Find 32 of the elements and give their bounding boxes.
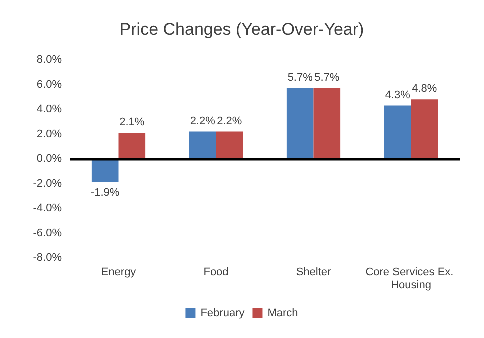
y-tick-label: -8.0% <box>33 252 62 264</box>
bar <box>216 132 244 159</box>
bar <box>189 132 216 159</box>
data-label: 4.3% <box>385 89 411 102</box>
y-tick-label: -4.0% <box>33 202 62 214</box>
y-tick-label: 2.0% <box>36 128 62 140</box>
y-tick-label: 4.0% <box>36 104 62 116</box>
data-label: 5.7% <box>288 72 314 84</box>
bar <box>411 100 438 159</box>
chart-title: Price Changes (Year-Over-Year) <box>120 20 364 39</box>
bar <box>384 106 412 159</box>
bar <box>286 88 314 159</box>
data-label: 2.1% <box>120 116 145 129</box>
x-tick-label: Shelter <box>296 266 332 278</box>
y-tick-label: 0.0% <box>36 153 62 165</box>
bar <box>314 88 341 159</box>
data-label: 2.2% <box>190 115 216 128</box>
data-label: 4.8% <box>412 83 438 96</box>
data-label: -1.9% <box>90 187 120 200</box>
legend-label: February <box>200 308 246 320</box>
y-tick-label: -2.0% <box>33 178 62 190</box>
x-tick-label: Energy <box>101 266 137 278</box>
data-label: 5.7% <box>314 72 340 84</box>
y-tick-label: 6.0% <box>36 78 62 91</box>
legend-label: March <box>268 308 298 320</box>
y-tick-label: -6.0% <box>33 227 62 240</box>
bar <box>118 133 146 159</box>
x-tick-label: Core Services Ex. Housing <box>366 266 457 292</box>
data-label: 2.2% <box>217 115 242 128</box>
x-tick-label: Food <box>204 266 229 278</box>
y-tick-label: 8.0% <box>36 54 62 66</box>
bar <box>92 159 119 183</box>
